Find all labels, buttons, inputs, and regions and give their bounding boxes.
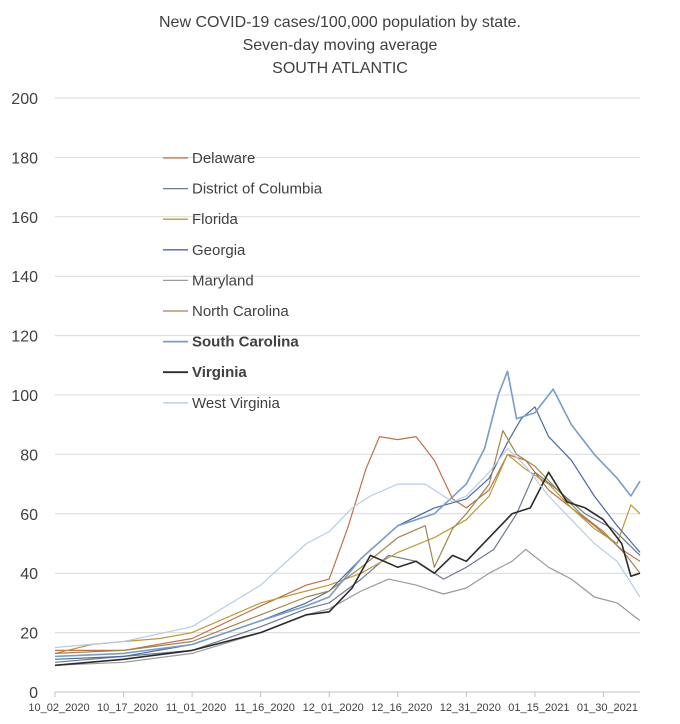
legend-label: Delaware: [192, 150, 255, 167]
legend-label: Virginia: [192, 364, 247, 381]
series-line-delaware: [55, 436, 641, 651]
legend-label: West Virginia: [192, 395, 280, 412]
y-tick-label: 0: [29, 685, 38, 702]
series-line-south-carolina: [54, 370, 641, 658]
x-tick-label: 10_17_2020: [97, 702, 158, 714]
series-line-virginia: [54, 471, 641, 667]
series-line-georgia: [54, 406, 641, 660]
x-tick-label: 10_02_2020: [28, 702, 89, 714]
y-tick-label: 40: [20, 566, 38, 583]
x-tick-label: 12_01_2020: [303, 702, 364, 714]
y-tick-label: 100: [11, 388, 38, 405]
x-tick-label: 11_01_2020: [166, 702, 226, 714]
x-tick-label: 01_30_2021: [577, 702, 638, 714]
gridlines: [55, 97, 640, 693]
legend-label: North Carolina: [192, 303, 289, 320]
x-axis-ticks: 10_02_2020 10_17_2020 11_01_2020 11_16_2020…: [28, 692, 638, 714]
chart-region: SOUTH ATLANTIC: [272, 60, 408, 77]
legend-label: Maryland: [192, 272, 254, 289]
y-tick-label: 60: [20, 507, 38, 524]
chart-title: New COVID-19 cases/100,000 population by…: [159, 14, 521, 31]
y-tick-label: 200: [11, 91, 38, 108]
legend-label: South Carolina: [192, 334, 299, 351]
y-tick-label: 80: [20, 447, 38, 464]
legend: Delaware District of Columbia Florida Georg…: [163, 150, 323, 412]
y-tick-label: 20: [20, 626, 38, 643]
x-tick-label: 11_16_2020: [234, 702, 294, 714]
series-line-district-of-columbia: [54, 471, 641, 663]
legend-label: Florida: [192, 211, 239, 228]
y-tick-label: 140: [11, 269, 38, 286]
legend-label: Georgia: [192, 242, 246, 259]
series-lines: [54, 370, 641, 667]
y-axis-ticks: 0 20 40 60 80 100 120 140 160 180 200: [11, 91, 38, 702]
series-line-north-carolina: [54, 430, 641, 654]
series-line-west-virginia: [54, 447, 641, 649]
series-line-florida: [54, 453, 641, 654]
x-tick-label: 12_31_2020: [440, 702, 501, 714]
x-tick-label: 12_16_2020: [371, 702, 432, 714]
y-tick-label: 120: [11, 329, 38, 346]
chart-subtitle: Seven-day moving average: [242, 37, 438, 54]
y-tick-label: 180: [11, 150, 38, 167]
legend-label: District of Columbia: [192, 181, 323, 198]
x-tick-label: 01_15_2021: [508, 702, 569, 714]
y-tick-label: 160: [11, 210, 38, 227]
